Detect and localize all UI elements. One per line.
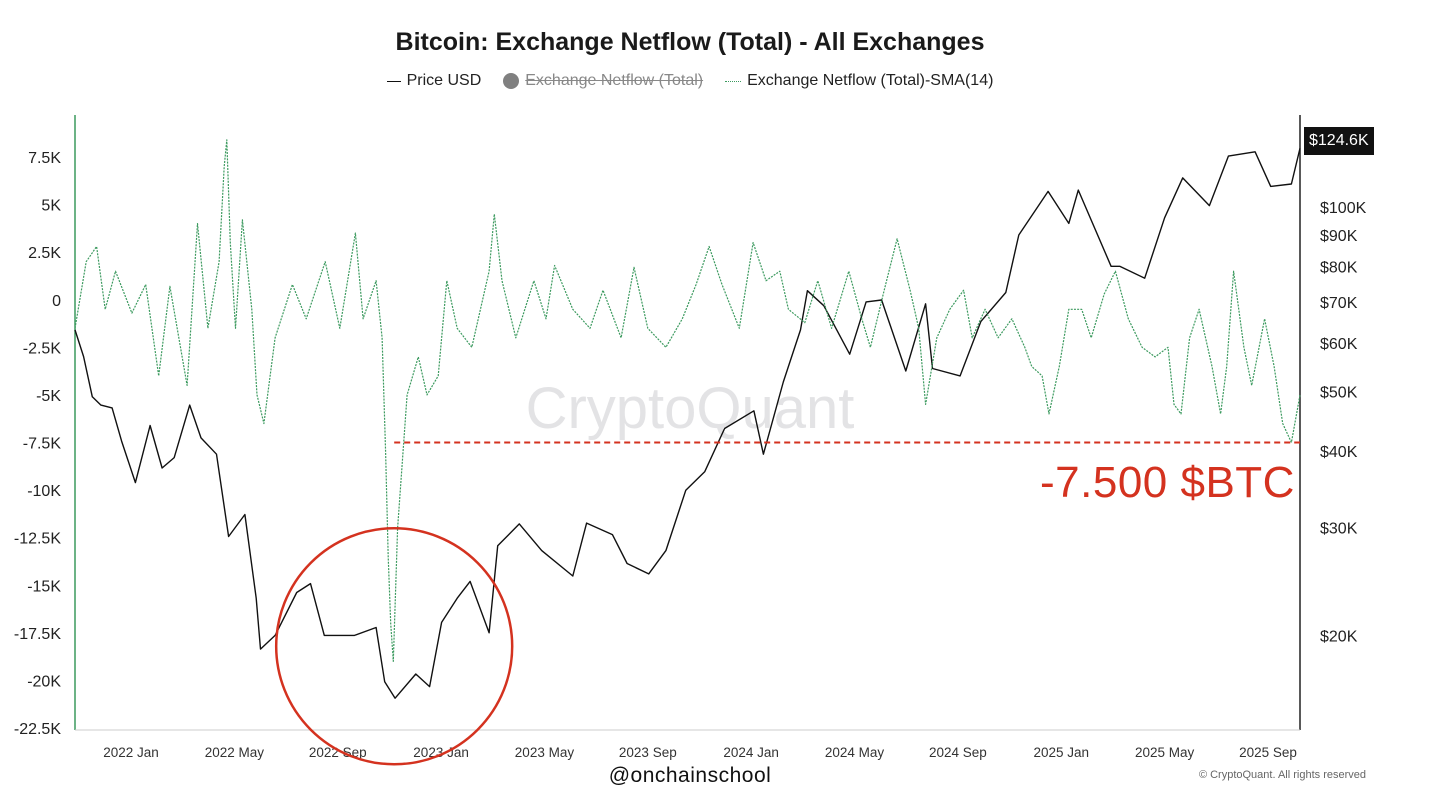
- x-tick-label: 2022 Jan: [103, 745, 159, 760]
- left-y-tick-label: 2.5K: [28, 245, 61, 262]
- author-handle: @onchainschool: [608, 764, 772, 787]
- left-y-tick-label: -15K: [27, 578, 61, 595]
- x-tick-label: 2022 May: [205, 745, 265, 760]
- x-tick-label: 2025 May: [1135, 745, 1195, 760]
- left-y-tick-label: 0: [52, 293, 61, 310]
- highlight-circle: [274, 527, 514, 766]
- legend-item-price[interactable]: Price USD: [386, 72, 482, 90]
- legend-item-netflow[interactable]: Exchange Netflow (Total): [503, 72, 703, 90]
- x-tick-label: 2024 Jan: [723, 745, 779, 760]
- annotation-layer: [274, 441, 1300, 766]
- watermark: CryptoQuant: [526, 376, 855, 441]
- right-y-axis: $100K $90K $80K $70K $60K $50K $40K $30K $20K: [1320, 200, 1367, 646]
- left-y-tick-label: 5K: [41, 198, 61, 215]
- chart-title: Bitcoin: Exchange Netflow (Total) - All …: [395, 28, 985, 56]
- left-y-tick-label: -17.5K: [14, 626, 61, 643]
- copyright-text: © CryptoQuant. All rights reserved: [1198, 769, 1366, 781]
- left-y-tick-label: -7.5K: [23, 436, 62, 453]
- right-y-tick-label: $30K: [1320, 520, 1358, 537]
- right-y-tick-label: $60K: [1320, 336, 1358, 353]
- dotted-line-icon: [725, 80, 742, 82]
- right-y-tick-label: $90K: [1320, 228, 1358, 245]
- x-tick-label: 2023 Jan: [413, 745, 469, 760]
- right-y-tick-label: $20K: [1320, 628, 1358, 645]
- x-axis: 2022 Jan 2022 May 2022 Sep 2023 Jan 2023 May…: [103, 745, 1297, 760]
- legend: Price USD Exchange Netflow (Total) Excha…: [0, 72, 1380, 90]
- left-y-axis: 7.5K 5K 2.5K 0 -2.5K -5K -7.5K -10K -12.5K -15K -1…: [14, 150, 61, 738]
- right-y-tick-label: $50K: [1320, 384, 1358, 401]
- left-y-tick-label: -2.5K: [23, 340, 62, 357]
- x-tick-label: 2023 Sep: [619, 745, 677, 760]
- solid-line-icon: [386, 80, 401, 82]
- legend-label-sma: Exchange Netflow (Total)-SMA(14): [747, 72, 994, 89]
- annotation-text: -7.500 $BTC: [1040, 458, 1295, 507]
- left-y-tick-label: -10K: [27, 483, 61, 500]
- x-tick-label: 2024 Sep: [929, 745, 987, 760]
- left-y-tick-label: -20K: [27, 673, 61, 690]
- legend-item-sma[interactable]: Exchange Netflow (Total)-SMA(14): [725, 72, 993, 90]
- right-y-tick-label: $40K: [1320, 444, 1358, 461]
- right-y-tick-label: $80K: [1320, 259, 1358, 276]
- right-y-tick-label: $100K: [1320, 200, 1367, 217]
- x-tick-label: 2023 May: [515, 745, 575, 760]
- left-y-tick-label: 7.5K: [28, 150, 61, 167]
- price-usd-line: [74, 148, 1301, 699]
- left-y-tick-label: -22.5K: [14, 721, 61, 738]
- left-y-tick-label: -5K: [36, 388, 61, 405]
- current-price-badge: $124.6K: [1304, 127, 1374, 155]
- x-tick-label: 2025 Sep: [1239, 745, 1297, 760]
- right-y-tick-label: $70K: [1320, 295, 1358, 312]
- left-y-tick-label: -12.5K: [14, 531, 61, 548]
- legend-label-netflow: Exchange Netflow (Total): [525, 72, 704, 89]
- series-layer: [74, 139, 1301, 699]
- x-tick-label: 2024 May: [825, 745, 885, 760]
- circle-dot-icon: [503, 73, 520, 89]
- legend-label-price: Price USD: [406, 72, 482, 89]
- x-tick-label: 2025 Jan: [1033, 745, 1089, 760]
